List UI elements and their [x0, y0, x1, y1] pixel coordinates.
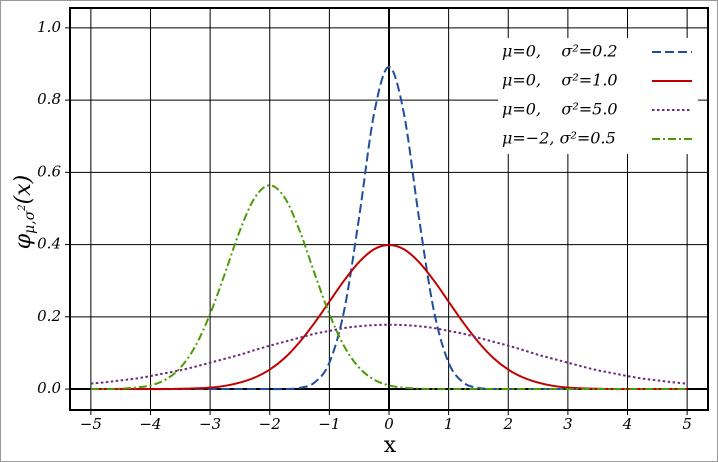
x-tick-label: 2 [502, 415, 513, 433]
x-tick-label: −2 [259, 415, 281, 433]
legend-label: μ=0, σ²=5.0 [502, 100, 618, 119]
x-tick-label: 4 [622, 415, 633, 433]
y-label-argument: (x) [11, 175, 36, 205]
legend-label: μ=−2, σ²=0.5 [502, 129, 616, 148]
y-tick-label: 0.4 [37, 235, 61, 253]
y-label-superscript: 2 [17, 204, 28, 211]
series-line [90, 184, 688, 391]
legend-box [498, 38, 698, 154]
y-tick-label: 0.8 [37, 90, 61, 108]
y-label-symbol: φ [11, 233, 36, 249]
y-tick-label: 0.6 [37, 162, 61, 180]
y-tick-label: 0.2 [37, 307, 61, 325]
y-tick-label: 0.0 [37, 379, 61, 397]
legend-label: μ=0, σ²=1.0 [502, 71, 618, 90]
y-label-subscript: μ,σ [22, 210, 38, 234]
plot-frame [69, 7, 709, 411]
y-axis-label: φμ,σ2(x) [11, 175, 38, 249]
x-tick-label: 3 [563, 415, 573, 433]
series-line [90, 323, 688, 385]
legend-label: μ=0, σ²=0.2 [502, 42, 618, 61]
y-tick-label: 1.0 [37, 18, 61, 36]
x-tick-label: 5 [682, 415, 692, 433]
x-tick-label: −3 [199, 415, 221, 433]
x-tick-label: −5 [80, 415, 102, 433]
x-axis-label: x [384, 433, 397, 458]
x-tick-label: −1 [318, 415, 340, 433]
x-tick-label: −4 [139, 415, 161, 433]
x-tick-label: 0 [384, 415, 394, 433]
x-tick-label: 1 [444, 415, 454, 433]
